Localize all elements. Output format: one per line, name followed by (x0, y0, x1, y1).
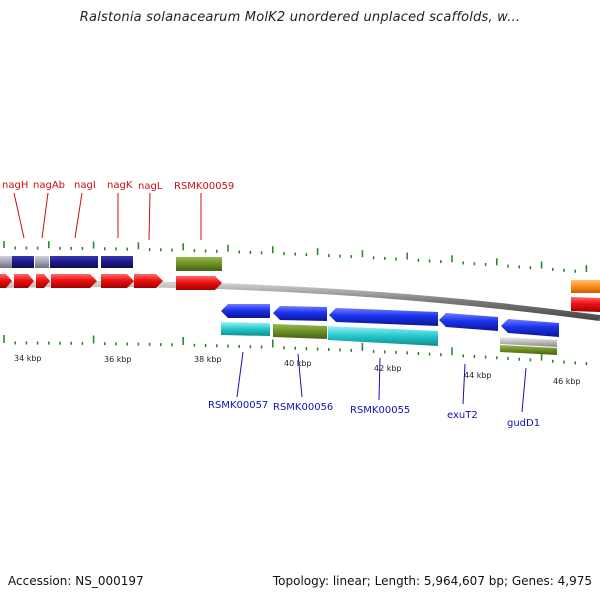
RSMK00055-block[interactable] (328, 326, 438, 346)
scale-label: 40 kbp (284, 359, 312, 368)
top-gene-labels: nagH nagAb nagI nagK nagL RSMK00059 (2, 180, 234, 192)
feature-block-gray-left[interactable] (0, 256, 12, 268)
forward-cds-arrow[interactable] (101, 274, 134, 288)
gene-label-gudD1[interactable]: gudD1 (507, 418, 540, 429)
nagH-block[interactable] (12, 256, 34, 268)
gene-label-nagI[interactable]: nagI (74, 180, 96, 191)
RSMK00059-block[interactable] (176, 257, 222, 271)
reverse-cds-arrow[interactable] (501, 319, 559, 337)
forward-cds-arrow[interactable] (36, 274, 50, 288)
gene-label-RSMK00055[interactable]: RSMK00055 (350, 405, 410, 416)
scale-label: 36 kbp (104, 355, 132, 364)
forward-cds-arrow[interactable] (176, 276, 222, 290)
reverse-cds-arrow[interactable] (221, 304, 270, 318)
scale-label: 38 kbp (194, 355, 222, 364)
reverse-cds-arrow[interactable] (273, 306, 327, 321)
forward-cds-arrow[interactable] (51, 274, 97, 288)
right-forward-block[interactable] (571, 280, 600, 293)
nagK-block[interactable] (101, 256, 133, 268)
reverse-cds-row (221, 304, 559, 337)
reverse-cds-arrow[interactable] (439, 313, 498, 331)
scale-label: 34 kbp (14, 354, 42, 363)
reverse-cds-arrow[interactable] (329, 308, 438, 326)
gene-label-RSMK00056[interactable]: RSMK00056 (273, 402, 333, 413)
scale-label: 46 kbp (553, 377, 581, 386)
forward-cds-row (0, 274, 222, 290)
gene-label-nagL[interactable]: nagL (138, 181, 163, 192)
map-title: Ralstonia solanacearum MolK2 unordered u… (79, 10, 521, 25)
gudD1-block[interactable] (500, 345, 557, 355)
topology-summary-text: Topology: linear; Length: 5,964,607 bp; … (272, 574, 592, 588)
gudD1-block[interactable] (500, 337, 557, 347)
RSMK00056-block[interactable] (273, 324, 327, 339)
gene-label-exuT2[interactable]: exuT2 (447, 410, 478, 421)
right-forward-row (571, 280, 600, 312)
forward-cds-arrow[interactable] (571, 297, 600, 312)
gene-label-nagH[interactable]: nagH (2, 180, 28, 191)
lower-feature-row (221, 322, 557, 355)
accession-text: Accession: NS_000197 (8, 574, 144, 588)
gene-label-nagK[interactable]: nagK (107, 180, 133, 191)
upper-feature-row (0, 256, 222, 271)
scale-label: 44 kbp (464, 371, 492, 380)
scale-label: 42 kbp (374, 364, 402, 373)
forward-cds-arrow[interactable] (0, 274, 12, 288)
gene-label-RSMK00059[interactable]: RSMK00059 (174, 181, 234, 192)
RSMK00057-block[interactable] (221, 322, 270, 336)
gene-label-RSMK00057[interactable]: RSMK00057 (208, 400, 268, 411)
nagI-block[interactable] (50, 256, 98, 268)
bottom-leader-lines (236, 351, 527, 413)
lower-tick-row (3, 335, 588, 366)
nagAb-block[interactable] (35, 256, 49, 268)
forward-cds-arrow[interactable] (14, 274, 34, 288)
upper-tick-row (3, 241, 588, 273)
top-leader-lines (13, 192, 202, 241)
forward-cds-arrow[interactable] (134, 274, 163, 288)
bottom-gene-labels: RSMK00057 RSMK00056 RSMK00055 exuT2 gudD… (208, 400, 540, 429)
gene-label-nagAb[interactable]: nagAb (33, 180, 65, 191)
scale-labels: 34 kbp 36 kbp 38 kbp 40 kbp 42 kbp 44 kb… (14, 354, 581, 386)
